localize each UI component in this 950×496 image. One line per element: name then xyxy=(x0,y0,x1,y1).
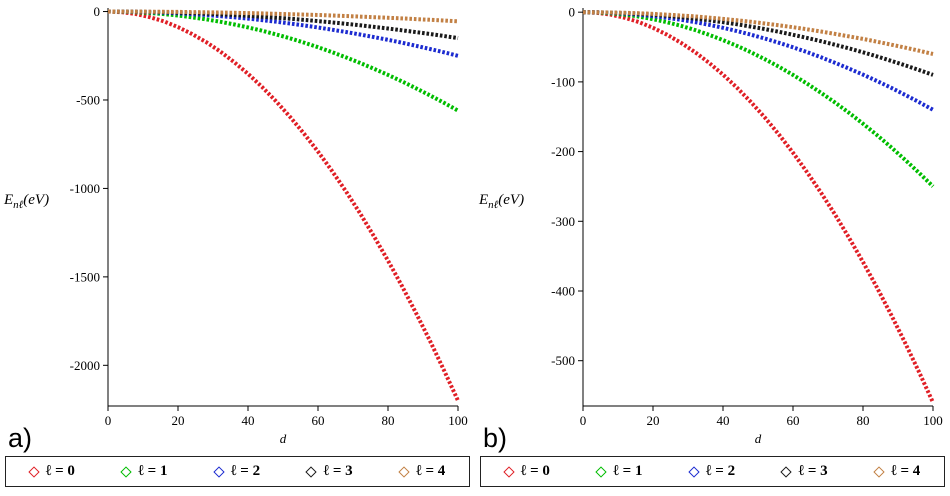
x-tick-label: 80 xyxy=(857,413,870,428)
legend-label: ℓ = 4 xyxy=(416,463,446,479)
legend-diamond-icon xyxy=(305,465,318,478)
x-axis-label: d xyxy=(280,431,287,446)
chart-area-a: Enℓ(eV) 0 -500 -1000 -1500 -2000 0 20 40 60 80 100… xyxy=(0,0,475,452)
legend-label: ℓ = 3 xyxy=(323,463,353,479)
curve-l4 xyxy=(582,10,934,56)
y-tick-label: -500 xyxy=(551,353,575,368)
curve-l3 xyxy=(107,9,459,41)
legend-label: ℓ = 4 xyxy=(891,463,921,479)
legend-diamond-icon xyxy=(595,465,607,478)
y-tick-label: -100 xyxy=(551,74,575,89)
x-axis-label: d xyxy=(755,431,762,446)
x-tick-label: 0 xyxy=(580,413,587,428)
legend-label: ℓ = 1 xyxy=(613,463,643,479)
legend-label: ℓ = 2 xyxy=(705,463,736,479)
curve-l1 xyxy=(582,10,935,188)
y-tick-label: -200 xyxy=(551,144,575,159)
legend-label: ℓ = 0 xyxy=(45,463,75,479)
legend-a: ℓ = 0 ℓ = 1 ℓ = 2 ℓ = 3 ℓ = 4 xyxy=(5,456,470,487)
legend-diamond-icon xyxy=(780,465,793,478)
chart-area-b: Enℓ(eV) 0 -100 -200 -300 -400 -500 0 20 40 60 80 10… xyxy=(475,0,950,452)
legend-item-l3: ℓ = 3 xyxy=(780,463,828,480)
ylabel-unit: (eV) xyxy=(498,192,525,208)
y-tick-label: 0 xyxy=(569,5,576,20)
x-tick-label: 40 xyxy=(717,413,730,428)
legend-diamond-icon xyxy=(398,465,410,478)
legend-diamond-icon xyxy=(28,465,40,478)
x-tick-label: 20 xyxy=(647,413,660,428)
ylabel-unit: (eV) xyxy=(23,192,50,208)
chart-canvas-a: 0 -500 -1000 -1500 -2000 0 20 40 60 80 100 d xyxy=(70,4,468,446)
ylabel-base: E xyxy=(479,192,489,208)
x-tick-label: 80 xyxy=(382,413,395,428)
ylabel-sub: nℓ xyxy=(488,199,499,211)
y-axis-label-a: Enℓ(eV) xyxy=(4,192,49,211)
chart-canvas-b: 0 -100 -200 -300 -400 -500 0 20 40 60 80 100 d xyxy=(551,5,943,446)
panel-a: Enℓ(eV) 0 -500 -1000 -1500 -2000 0 20 40 60 80 100… xyxy=(0,0,475,487)
legend-item-l0: ℓ = 0 xyxy=(503,463,550,480)
curve-l0 xyxy=(582,10,935,404)
curve-l3 xyxy=(582,10,934,77)
legend-diamond-icon xyxy=(213,465,225,478)
x-tick-label: 100 xyxy=(923,413,943,428)
ylabel-base: E xyxy=(4,192,14,208)
legend-label: ℓ = 1 xyxy=(138,463,168,479)
legend-item-l2: ℓ = 2 xyxy=(213,463,261,480)
legend-label: ℓ = 2 xyxy=(230,463,261,479)
x-tick-label: 20 xyxy=(172,413,185,428)
legend-item-l0: ℓ = 0 xyxy=(28,463,75,480)
x-tick-label: 0 xyxy=(105,413,112,428)
legend-item-l1: ℓ = 1 xyxy=(595,463,643,480)
legend-item-l1: ℓ = 1 xyxy=(120,463,168,480)
x-tick-label: 60 xyxy=(312,413,325,428)
y-axis-label-b: Enℓ(eV) xyxy=(479,192,524,211)
ylabel-sub: nℓ xyxy=(13,199,24,211)
legend-label: ℓ = 0 xyxy=(520,463,550,479)
legend-diamond-icon xyxy=(688,465,700,478)
y-tick-label: -300 xyxy=(551,214,575,229)
y-tick-label: 0 xyxy=(94,4,101,19)
legend-item-l2: ℓ = 2 xyxy=(688,463,736,480)
curve-l2 xyxy=(582,10,934,112)
curve-l2 xyxy=(107,9,459,58)
x-tick-label: 60 xyxy=(787,413,800,428)
y-tick-label: -2000 xyxy=(70,358,100,373)
y-tick-label: -1000 xyxy=(70,181,100,196)
legend-item-l4: ℓ = 4 xyxy=(398,463,446,480)
legend-item-l4: ℓ = 4 xyxy=(873,463,921,480)
panel-label-a: a) xyxy=(8,423,33,453)
y-tick-label: -500 xyxy=(76,92,100,107)
curve-l0 xyxy=(107,9,460,402)
legend-diamond-icon xyxy=(120,465,132,478)
panel-label-b: b) xyxy=(483,423,508,453)
legend-label: ℓ = 3 xyxy=(798,463,828,479)
panel-b: Enℓ(eV) 0 -100 -200 -300 -400 -500 0 20 40 60 80 10… xyxy=(475,0,950,487)
curve-l4 xyxy=(107,9,459,24)
legend-b: ℓ = 0 ℓ = 1 ℓ = 2 ℓ = 3 ℓ = 4 xyxy=(480,456,945,487)
y-tick-label: -1500 xyxy=(70,269,100,284)
legend-diamond-icon xyxy=(503,465,515,478)
curve-l1 xyxy=(107,9,459,113)
x-tick-label: 100 xyxy=(448,413,468,428)
legend-diamond-icon xyxy=(873,465,885,478)
legend-item-l3: ℓ = 3 xyxy=(305,463,353,480)
x-tick-label: 40 xyxy=(242,413,255,428)
y-tick-label: -400 xyxy=(551,283,575,298)
